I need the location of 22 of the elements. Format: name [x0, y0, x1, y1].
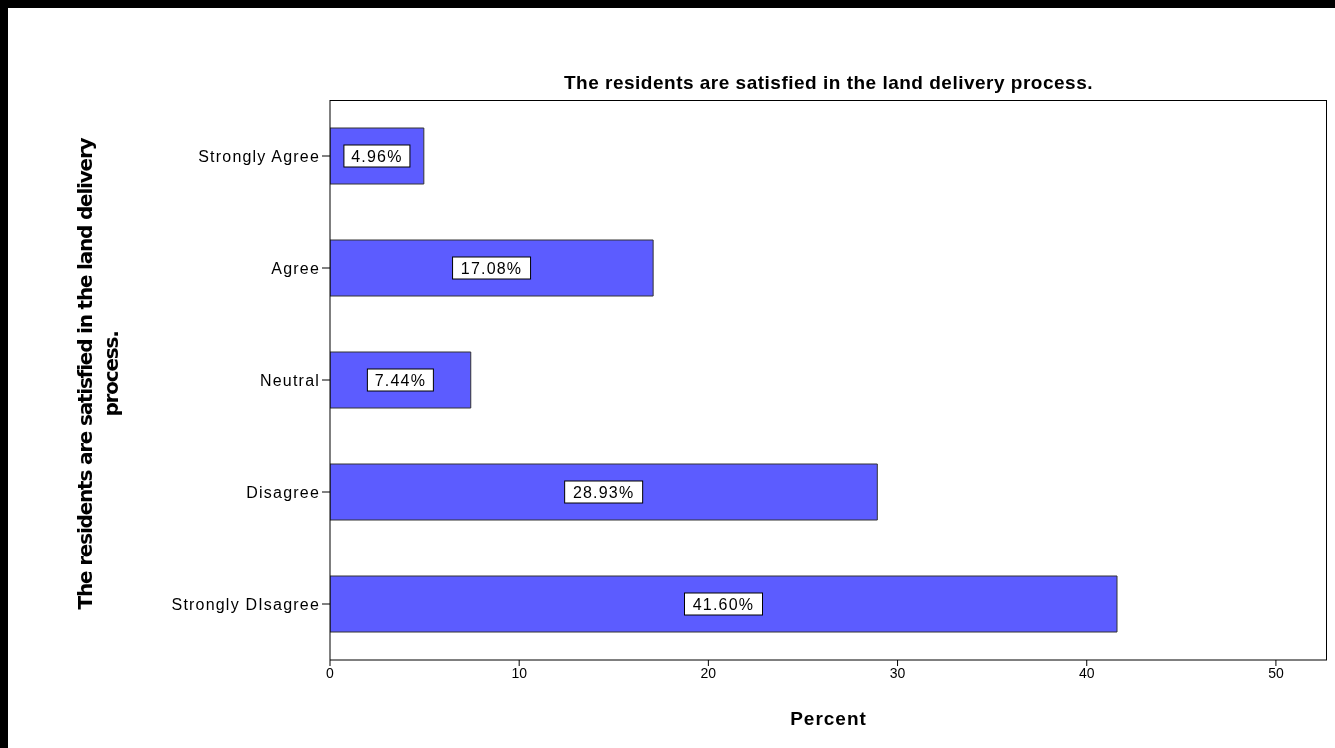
y-axis-title: The residents are satisfied in the land delivery process.: [72, 137, 124, 612]
chart-title: The residents are satisfied in the land delivery process.: [563, 72, 1094, 94]
x-tick-label: 30: [889, 664, 906, 681]
bar: [330, 575, 1118, 633]
data-label: 41.60%: [692, 596, 755, 613]
x-axis-title: Percent: [789, 708, 868, 730]
x-tick-label: 20: [700, 664, 717, 681]
x-tick-label: 10: [511, 664, 528, 681]
y-tick-label: Strongly DIsagree: [171, 595, 320, 613]
data-label: 28.93%: [572, 484, 635, 501]
x-tick-label: 50: [1268, 664, 1284, 681]
bar: [330, 239, 654, 297]
data-label: 4.96%: [351, 148, 403, 165]
data-label: 17.08%: [460, 260, 523, 277]
y-tick-label: Neutral: [260, 371, 320, 389]
x-tick-label: 0: [326, 664, 335, 681]
y-tick-label: Agree: [271, 259, 320, 277]
data-label: 7.44%: [374, 372, 427, 389]
x-tick-label: 40: [1078, 664, 1095, 681]
y-tick-label: Strongly Agree: [198, 147, 320, 165]
bar: [330, 463, 878, 521]
y-tick-label: Disagree: [246, 483, 320, 501]
